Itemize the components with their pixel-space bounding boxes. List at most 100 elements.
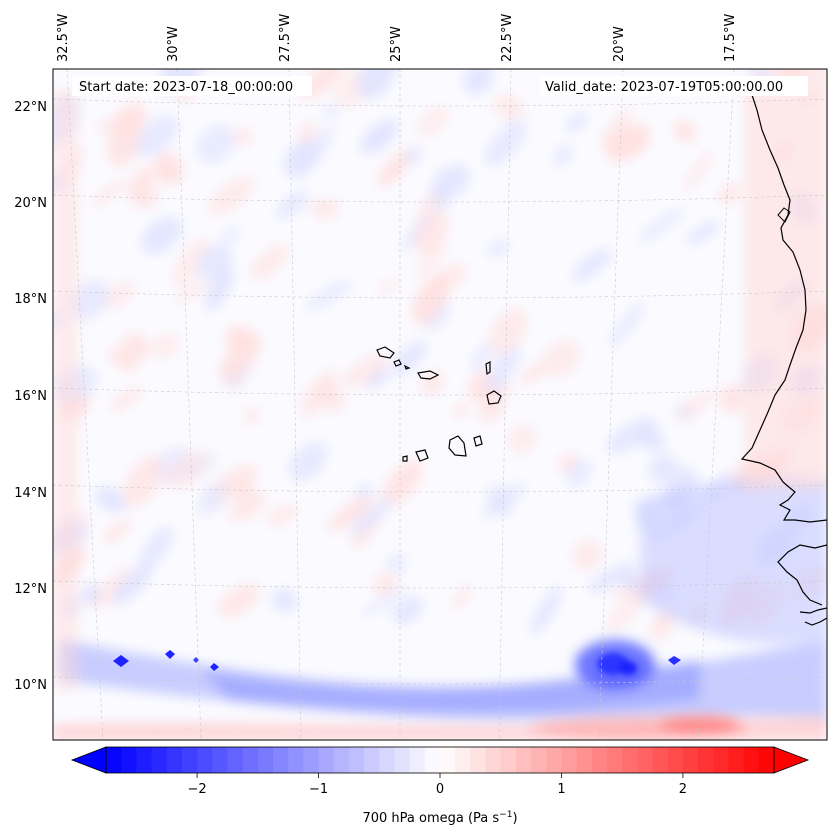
colorbar-step — [121, 747, 137, 773]
colorbar-step — [531, 747, 547, 773]
omega-speckle — [638, 207, 685, 243]
omega-speckle — [494, 94, 524, 121]
colorbar-step — [500, 747, 517, 773]
subsidence-band — [53, 90, 827, 740]
colorbar-step — [713, 747, 730, 773]
lat-label: 20°N — [14, 196, 47, 211]
colorbar-step — [333, 747, 350, 773]
parallel-line — [53, 194, 827, 203]
lat-label: 10°N — [14, 678, 47, 693]
colorbar-step — [303, 747, 320, 773]
omega-speckle — [373, 573, 398, 597]
omega-speckle — [441, 262, 467, 287]
meridian-line — [66, 69, 104, 740]
africa-coastline — [740, 94, 827, 626]
omega-speckle — [607, 417, 657, 454]
colorbar-step — [151, 747, 168, 773]
omega-speckle — [431, 164, 471, 199]
colorbar-step — [652, 747, 669, 773]
lat-label: 18°N — [14, 292, 47, 307]
omega-speckle — [485, 345, 521, 394]
colorbar-step — [470, 747, 487, 773]
omega-speckle — [108, 348, 138, 372]
omega-speckle — [218, 583, 260, 618]
map-frame — [52, 68, 828, 741]
colorbar-step — [197, 747, 213, 773]
omega-speckle — [412, 272, 451, 325]
omega-speckle — [154, 153, 184, 185]
omega-speckle — [521, 363, 544, 385]
colorbar-step — [106, 747, 122, 773]
omega-speckle — [685, 220, 721, 245]
omega-speckle — [717, 183, 741, 205]
colorbar-step — [181, 747, 198, 773]
omega-speckle — [288, 442, 328, 481]
valid-date-text: Valid_date: 2023-07-19T05:00:00.00 — [545, 80, 783, 95]
colorbar-tick-label: 1 — [557, 782, 565, 797]
omega-speckle — [566, 458, 592, 489]
colorbar-step — [728, 747, 745, 773]
colorbar-step — [318, 747, 335, 773]
omega-speckle — [172, 238, 210, 286]
lon-label: 20°W — [612, 26, 627, 62]
colorbar-step — [440, 747, 456, 773]
itcz-band — [60, 476, 827, 721]
meridian-line — [288, 69, 302, 740]
omega-speckle — [463, 69, 494, 95]
omega-speckle — [121, 333, 150, 361]
parallel-line — [53, 98, 827, 107]
omega-speckle — [451, 583, 472, 611]
omega-speckle — [122, 455, 164, 508]
omega-speckle — [587, 562, 635, 593]
colorbar-step — [743, 747, 760, 773]
omega-speckle — [139, 526, 174, 571]
omega-speckle — [673, 120, 697, 142]
map-panel: Start date: 2023-07-18_00:00:00 Valid_da… — [52, 68, 828, 741]
colorbar: −2 −1 0 1 2 700 hPa omega (Pa s−1) — [70, 746, 810, 826]
omega-speckle — [103, 519, 131, 544]
omega-speckle — [297, 125, 335, 175]
colorbar-step — [667, 747, 684, 773]
graticule — [53, 69, 827, 740]
meridian-line — [697, 69, 735, 740]
colorbar-ticks: −2 −1 0 1 2 — [188, 773, 687, 797]
omega-speckle — [416, 240, 446, 279]
omega-speckle — [275, 190, 309, 220]
omega-speckle — [486, 238, 510, 258]
colorbar-low-extend — [70, 746, 107, 774]
omega-speckle — [197, 244, 232, 281]
parallel-line — [53, 580, 827, 589]
omega-speckle — [301, 370, 338, 417]
omega-speckle — [553, 145, 573, 166]
colorbar-tick-label: 0 — [436, 782, 444, 797]
colorbar-step — [622, 747, 638, 773]
omega-speckle — [485, 119, 528, 167]
valid-date-box — [540, 76, 808, 96]
colorbar-step — [637, 747, 654, 773]
colorbar-step — [546, 747, 563, 773]
omega-speckle — [323, 103, 339, 121]
omega-speckle — [540, 339, 581, 378]
omega-speckle — [165, 449, 208, 490]
omega-speckle — [221, 225, 241, 244]
omega-speckle — [413, 213, 449, 254]
start-date-box — [72, 76, 312, 96]
omega-speckle — [205, 268, 234, 311]
omega-speckle — [110, 387, 143, 412]
parallel-line — [53, 290, 827, 299]
omega-speckle — [197, 482, 227, 516]
colorbar-step — [348, 747, 365, 773]
omega-speckle — [571, 248, 612, 282]
meridian-line — [176, 69, 202, 740]
omega-speckle — [153, 332, 179, 359]
omega-speckle — [530, 586, 563, 636]
omega-speckle — [391, 340, 427, 376]
omega-speckle — [103, 281, 136, 309]
colorbar-tick-label: −1 — [309, 782, 328, 797]
lat-label: 12°N — [14, 582, 47, 597]
omega-speckle — [349, 497, 393, 536]
omega-speckle — [126, 176, 158, 208]
omega-speckle — [221, 332, 261, 380]
omega-speckle — [236, 483, 252, 500]
colorbar-step — [409, 747, 426, 773]
